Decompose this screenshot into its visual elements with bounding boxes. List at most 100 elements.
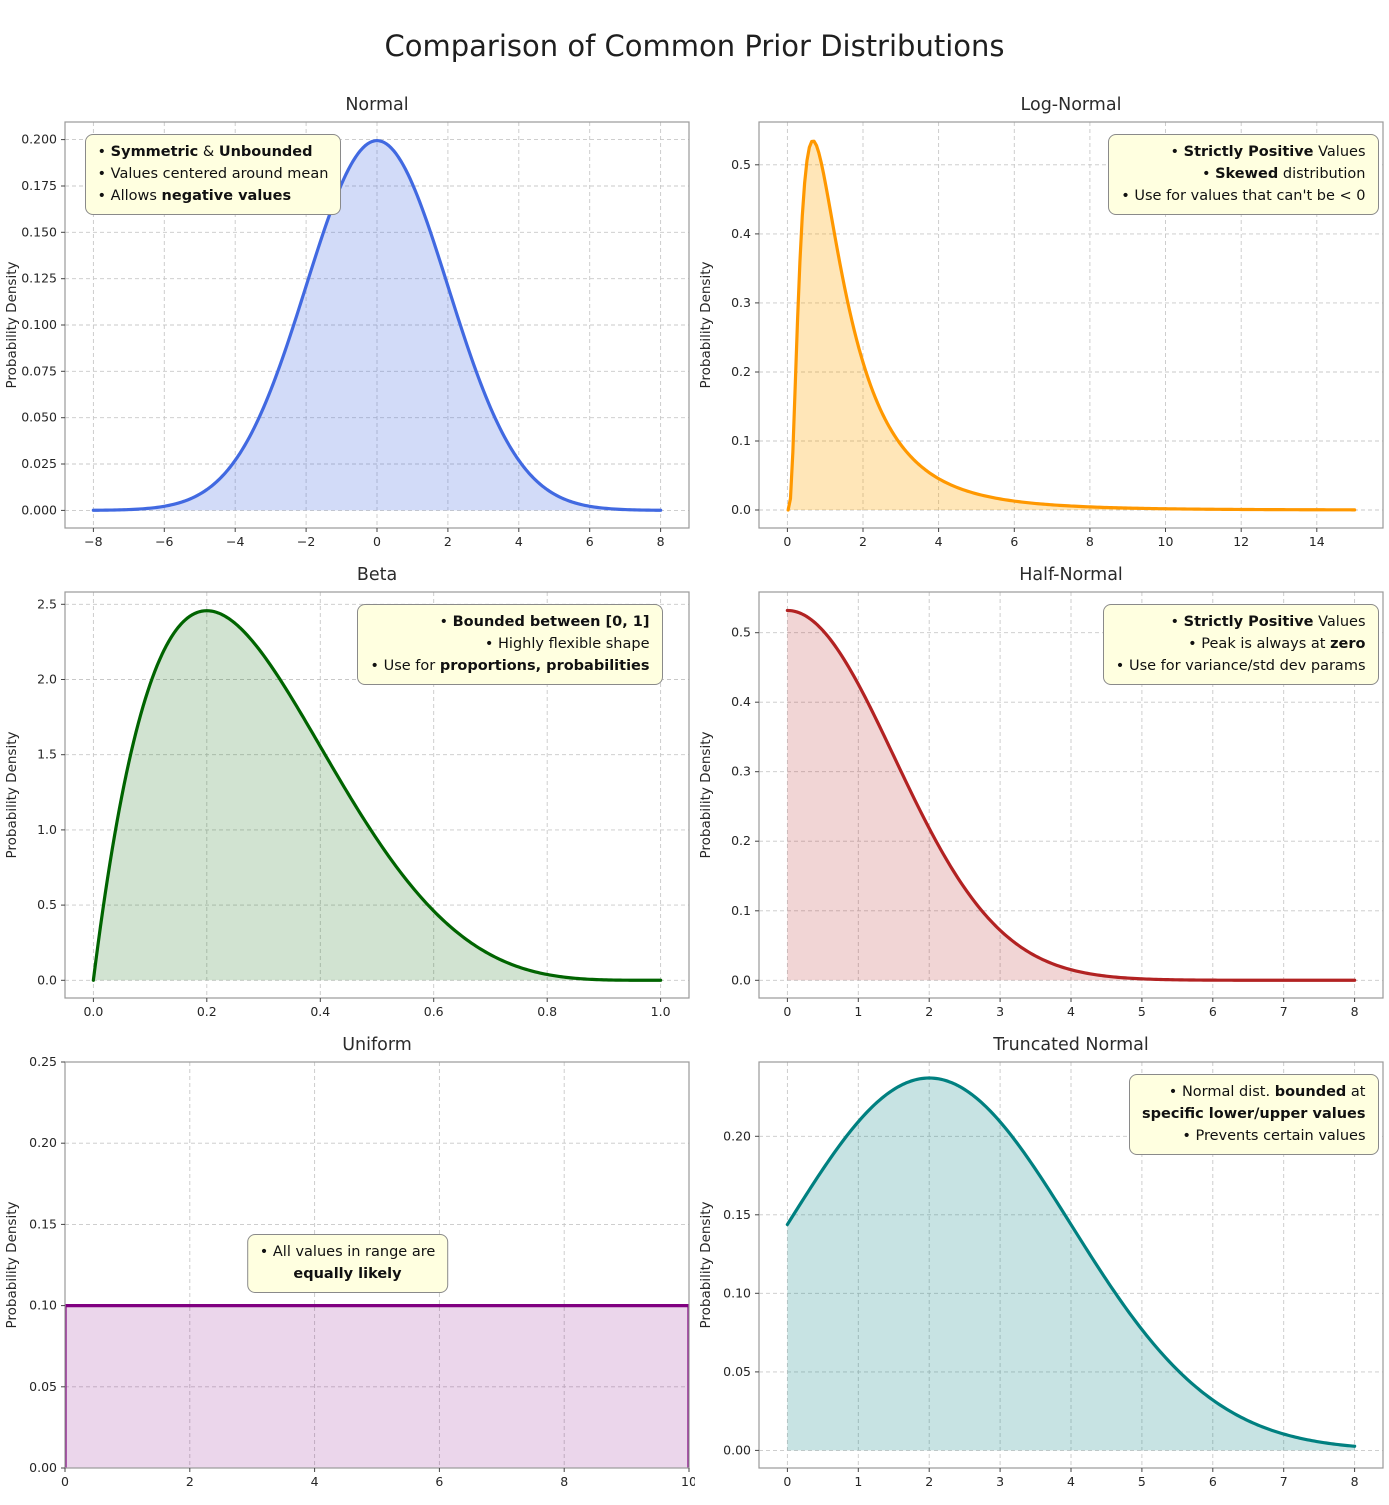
x-tick-label: 1 (854, 1474, 862, 1489)
y-tick-label: 0.10 (29, 1298, 57, 1313)
y-axis-label: Probability Density (698, 732, 714, 859)
annotation-line: • Strictly Positive Values (1116, 611, 1366, 633)
x-tick-label: 10 (1157, 534, 1173, 549)
x-tick-label: 10 (681, 1474, 695, 1489)
chart-cell-halfnormal: 0 1 2 3 4 5 6 7 8 0.0 0.1 0.2 0.3 0.4 0.5 Half-Normal Pr… (695, 562, 1389, 1032)
chart-normal: −8 −6 −4 −2 0 2 4 6 8 0.000 0.025 0.050 0.075 0.100 0.… (4, 95, 690, 549)
x-tick-label: 0 (373, 534, 381, 549)
x-tick-label: 0.6 (423, 1004, 443, 1019)
x-tick-label: 7 (1279, 1004, 1287, 1019)
annotation-line: • Allows negative values (98, 185, 329, 207)
x-tick-label: 0.8 (537, 1004, 557, 1019)
annotation-line: • Use for values that can't be < 0 (1121, 185, 1365, 207)
chart-beta: 0.0 0.2 0.4 0.6 0.8 1.0 0.0 0.5 1.0 1.5 2.0 2.5 Beta… (4, 565, 690, 1019)
x-tick-label: 2 (925, 1474, 933, 1489)
x-tick-label: 6 (1010, 534, 1018, 549)
x-tick-label: 0 (783, 1474, 791, 1489)
annotation-beta: • Bounded between [0, 1] • Highly flexibl… (357, 604, 663, 686)
annotation-text-bold: specific lower/upper values (1141, 1106, 1366, 1123)
x-tick-label: 2 (185, 1474, 193, 1489)
chart-title: Half-Normal (1019, 565, 1123, 585)
x-tick-label: 0.0 (83, 1004, 103, 1019)
y-tick-label: 0.05 (29, 1379, 57, 1394)
chart-uniform: 0 2 4 6 8 10 0.00 0.05 0.10 0.15 0.20 0.25 Uniform Pr… (4, 1035, 697, 1489)
x-tick-label: 0.2 (196, 1004, 216, 1019)
annotation-text: • Use for (370, 658, 440, 675)
annotation-text: • (1170, 144, 1184, 160)
annotation-halfnormal: • Strictly Positive Values • Peak is alwa… (1102, 604, 1379, 686)
annotation-text: • (1170, 614, 1184, 630)
annotation-text: • All values in range are (259, 1244, 436, 1260)
chart-cell-lognormal: 0 2 4 6 8 10 12 14 0.0 0.1 0.2 0.3 0.4 0.5 Log-Normal P… (695, 92, 1389, 562)
y-tick-label: 0.00 (723, 1442, 751, 1457)
x-tick-label: 8 (560, 1474, 568, 1489)
density-curve (91, 609, 662, 982)
annotation-line: • Symmetric & Unbounded (98, 141, 329, 163)
x-tick-label: 8 (656, 534, 664, 549)
x-tick-label: 4 (310, 1474, 318, 1489)
x-tick-label: 7 (1279, 1474, 1287, 1489)
annotation-line: • Peak is always at zero (1116, 633, 1365, 655)
x-tick-label: 8 (1350, 1004, 1358, 1019)
annotation-line: • Values centered around mean (98, 163, 329, 185)
annotation-lognormal: • Strictly Positive Values • Skewed distr… (1108, 134, 1379, 216)
chart-title: Log-Normal (1020, 95, 1121, 115)
annotation-text: Values (1313, 614, 1366, 630)
annotation-normal: • Symmetric & Unbounded • Values centered… (84, 134, 342, 216)
y-tick-label: 0.1 (731, 903, 751, 918)
chart-lognormal: 0 2 4 6 8 10 12 14 0.0 0.1 0.2 0.3 0.4 0.5 Log-Normal P… (698, 95, 1384, 549)
y-tick-label: 2.5 (37, 596, 57, 611)
y-tick-label: 0.2 (731, 833, 751, 848)
density-curve (91, 138, 662, 512)
annotation-text-bold: bounded (1274, 1084, 1347, 1100)
annotation-text-bold: Strictly Positive (1183, 144, 1314, 160)
y-tick-label: 0.1 (731, 433, 751, 448)
x-tick-label: 1.0 (650, 1004, 670, 1019)
annotation-text: • Prevents certain values (1182, 1128, 1366, 1145)
density-fill (92, 610, 661, 981)
y-tick-label: 0.5 (731, 625, 751, 640)
annotation-line: • All values in range are (260, 1241, 436, 1263)
annotation-line: equally likely (260, 1263, 436, 1285)
chart-title: Truncated Normal (992, 1035, 1148, 1055)
density-fill (787, 141, 1355, 511)
annotation-text-bold: Strictly Positive (1183, 614, 1314, 630)
density-fill (786, 610, 1355, 981)
y-tick-label: 0.00 (29, 1460, 57, 1475)
y-tick-label: 1.5 (37, 747, 57, 762)
plot-frame (757, 121, 1384, 529)
y-tick-label: 0.5 (37, 897, 57, 912)
annotation-text: at (1346, 1084, 1366, 1100)
x-tick-label: 0 (783, 1004, 791, 1019)
annotation-line: specific lower/upper values (1142, 1103, 1366, 1125)
charts-grid: −8 −6 −4 −2 0 2 4 6 8 0.000 0.025 0.050 0.075 0.100 0.… (0, 92, 1389, 1502)
annotation-text-bold: Skewed (1215, 166, 1279, 183)
annotation-line: • Prevents certain values (1142, 1125, 1366, 1147)
y-tick-label: 0.5 (731, 157, 751, 172)
x-tick-label: 6 (1208, 1474, 1216, 1489)
density-curve (64, 1304, 689, 1468)
chart-cell-beta: 0.0 0.2 0.4 0.6 0.8 1.0 0.0 0.5 1.0 1.5 2.0 2.5 Beta… (1, 562, 695, 1032)
y-tick-label: 0.0 (37, 972, 57, 987)
y-tick-label: 0.0 (731, 502, 751, 517)
annotation-text: Values (1313, 144, 1366, 160)
x-tick-label: 6 (435, 1474, 443, 1489)
density-fill (786, 1078, 1355, 1451)
annotation-text: • Peak is always at (1188, 636, 1331, 653)
annotation-text: • Values centered around mean (97, 166, 329, 183)
y-tick-label: 0.20 (723, 1128, 751, 1143)
x-tick-label: 6 (585, 534, 593, 549)
x-tick-label: 1 (854, 1004, 862, 1019)
y-tick-label: 0.10 (723, 1285, 751, 1300)
x-tick-label: −4 (225, 534, 243, 549)
chart-cell-truncnormal: 0 1 2 3 4 5 6 7 8 0.00 0.05 0.10 0.15 0.20 Truncated N… (695, 1032, 1389, 1502)
y-tick-label: 0.3 (731, 295, 751, 310)
annotation-line: • Highly flexible shape (370, 633, 650, 655)
annotation-text-bold: Bounded between [0, 1] (452, 614, 650, 630)
annotation-text: • Highly flexible shape (484, 636, 650, 653)
y-tick-label: 0.05 (723, 1364, 751, 1379)
y-tick-label: 0.150 (21, 224, 57, 239)
x-tick-label: 12 (1233, 534, 1249, 549)
x-tick-label: 2 (443, 534, 451, 549)
x-tick-label: 14 (1308, 534, 1324, 549)
